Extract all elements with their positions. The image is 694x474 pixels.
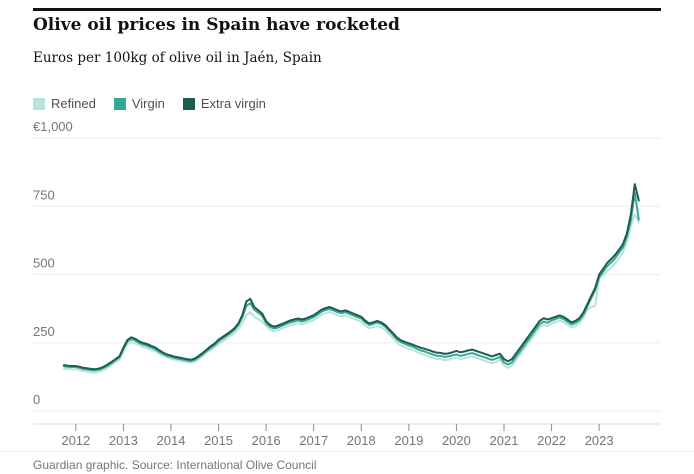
x-tick-label: 2022 <box>537 433 566 448</box>
legend: Refined Virgin Extra virgin <box>33 96 266 111</box>
legend-item-refined: Refined <box>33 96 96 111</box>
series-line-refined <box>62 213 640 374</box>
x-tick-label: 2020 <box>442 433 471 448</box>
legend-label-refined: Refined <box>51 96 96 111</box>
x-tick-label: 2017 <box>299 433 328 448</box>
x-tick-label: 2016 <box>252 433 281 448</box>
y-tick-label: 250 <box>33 324 55 339</box>
x-tick-label: 2013 <box>109 433 138 448</box>
x-tick-label: 2012 <box>61 433 90 448</box>
legend-swatch-extra-virgin <box>182 97 195 110</box>
y-tick-label: €1,000 <box>33 119 73 134</box>
chart-subtitle: Euros per 100kg of olive oil in Jaén, Sp… <box>33 50 322 66</box>
y-tick-label: 0 <box>33 392 40 407</box>
page-title: Olive oil prices in Spain have rocketed <box>33 15 400 35</box>
footer-divider <box>0 451 694 452</box>
y-tick-label: 500 <box>33 256 55 271</box>
legend-swatch-refined <box>33 97 45 110</box>
top-rule <box>33 8 661 11</box>
x-tick-label: 2018 <box>347 433 376 448</box>
legend-item-extra-virgin: Extra virgin <box>182 96 266 111</box>
x-tick-label: 2023 <box>585 433 614 448</box>
legend-label-virgin: Virgin <box>131 96 165 111</box>
x-tick-label: 2021 <box>490 433 519 448</box>
source-credit: Guardian graphic. Source: International … <box>33 458 317 472</box>
legend-label-extra-virgin: Extra virgin <box>200 96 266 111</box>
series-line-extra-virgin <box>62 183 640 371</box>
x-tick-label: 2014 <box>157 433 186 448</box>
y-tick-label: 750 <box>33 187 55 202</box>
legend-swatch-virgin <box>113 97 126 110</box>
legend-item-virgin: Virgin <box>113 96 165 111</box>
x-tick-label: 2015 <box>204 433 233 448</box>
x-tick-label: 2019 <box>394 433 423 448</box>
series-line-virgin <box>62 191 640 372</box>
